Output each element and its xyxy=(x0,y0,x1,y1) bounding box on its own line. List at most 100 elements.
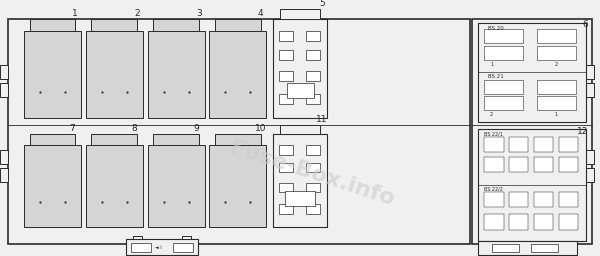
Bar xyxy=(307,205,320,214)
Bar xyxy=(0,83,8,97)
Bar xyxy=(0,65,8,79)
Bar xyxy=(307,94,320,104)
Bar xyxy=(29,134,76,145)
Bar xyxy=(280,94,293,104)
Bar xyxy=(586,83,594,97)
Bar xyxy=(484,192,503,207)
Bar xyxy=(86,145,143,227)
Bar xyxy=(280,205,293,214)
Bar xyxy=(484,215,503,229)
Text: BS 20: BS 20 xyxy=(488,26,504,31)
Text: 12: 12 xyxy=(577,127,589,136)
Bar xyxy=(280,9,320,19)
Bar xyxy=(209,30,266,118)
Bar xyxy=(148,145,205,227)
Bar xyxy=(280,31,293,41)
Bar xyxy=(307,183,320,193)
Bar xyxy=(24,145,81,227)
Bar xyxy=(559,215,578,229)
Bar xyxy=(86,30,143,118)
Bar xyxy=(586,168,594,182)
Bar xyxy=(472,19,592,244)
Bar xyxy=(173,243,193,252)
Text: BS 22/1: BS 22/1 xyxy=(484,131,503,136)
Bar xyxy=(537,96,576,110)
Bar xyxy=(280,125,320,134)
Bar xyxy=(29,19,76,30)
Text: ◄ i: ◄ i xyxy=(155,245,162,250)
Bar xyxy=(534,192,553,207)
Text: 6: 6 xyxy=(583,20,589,29)
Bar xyxy=(478,241,577,255)
Bar xyxy=(509,136,529,152)
Bar xyxy=(307,163,320,172)
Bar xyxy=(148,30,205,118)
Bar xyxy=(586,150,594,164)
Bar xyxy=(586,65,594,79)
Bar xyxy=(534,136,553,152)
Text: 1: 1 xyxy=(555,112,558,117)
Text: 3: 3 xyxy=(196,9,202,18)
Text: 4: 4 xyxy=(258,9,263,18)
Bar xyxy=(131,243,151,252)
Bar xyxy=(531,244,558,252)
Bar xyxy=(509,157,529,172)
Bar xyxy=(91,134,137,145)
Bar xyxy=(287,83,314,98)
Bar xyxy=(215,134,260,145)
Bar xyxy=(0,168,8,182)
Bar xyxy=(559,136,578,152)
Text: BS 22/2: BS 22/2 xyxy=(484,186,503,191)
Bar xyxy=(24,30,81,118)
Text: 1: 1 xyxy=(73,9,78,18)
Text: 7: 7 xyxy=(70,124,76,133)
Bar xyxy=(484,80,523,94)
Text: 11: 11 xyxy=(316,115,328,124)
Bar xyxy=(280,183,293,193)
Bar xyxy=(484,29,523,43)
Bar xyxy=(484,46,523,59)
Bar xyxy=(133,236,142,239)
Bar xyxy=(307,31,320,41)
Text: BS 21: BS 21 xyxy=(488,74,504,79)
Bar xyxy=(509,215,529,229)
Bar xyxy=(537,29,576,43)
Bar xyxy=(182,236,191,239)
Bar xyxy=(484,157,503,172)
Text: 1: 1 xyxy=(490,62,493,68)
Bar xyxy=(534,215,553,229)
Text: 8: 8 xyxy=(131,124,137,133)
Text: 2: 2 xyxy=(555,62,558,68)
Bar xyxy=(280,71,293,81)
Bar xyxy=(126,239,198,255)
Bar xyxy=(215,19,260,30)
Bar xyxy=(0,150,8,164)
Text: 2: 2 xyxy=(134,9,140,18)
Text: 9: 9 xyxy=(193,124,199,133)
Bar xyxy=(307,50,320,60)
Bar xyxy=(537,46,576,59)
Bar xyxy=(492,244,519,252)
Bar xyxy=(273,19,327,118)
Bar xyxy=(484,136,503,152)
Bar xyxy=(478,23,586,122)
Bar xyxy=(509,192,529,207)
Bar xyxy=(559,192,578,207)
Bar xyxy=(559,157,578,172)
Text: 10: 10 xyxy=(255,124,266,133)
Bar xyxy=(273,134,327,227)
Bar xyxy=(537,80,576,94)
Bar xyxy=(154,19,199,30)
Bar xyxy=(285,191,314,206)
Bar xyxy=(91,19,137,30)
Bar xyxy=(484,96,523,110)
Bar xyxy=(478,129,586,241)
Bar xyxy=(209,145,266,227)
Text: Fuse-Box.info: Fuse-Box.info xyxy=(227,138,397,210)
Bar xyxy=(307,71,320,81)
Text: 2: 2 xyxy=(490,112,493,117)
Text: 5: 5 xyxy=(319,0,325,8)
Bar xyxy=(534,157,553,172)
Bar xyxy=(280,50,293,60)
Bar xyxy=(280,163,293,172)
